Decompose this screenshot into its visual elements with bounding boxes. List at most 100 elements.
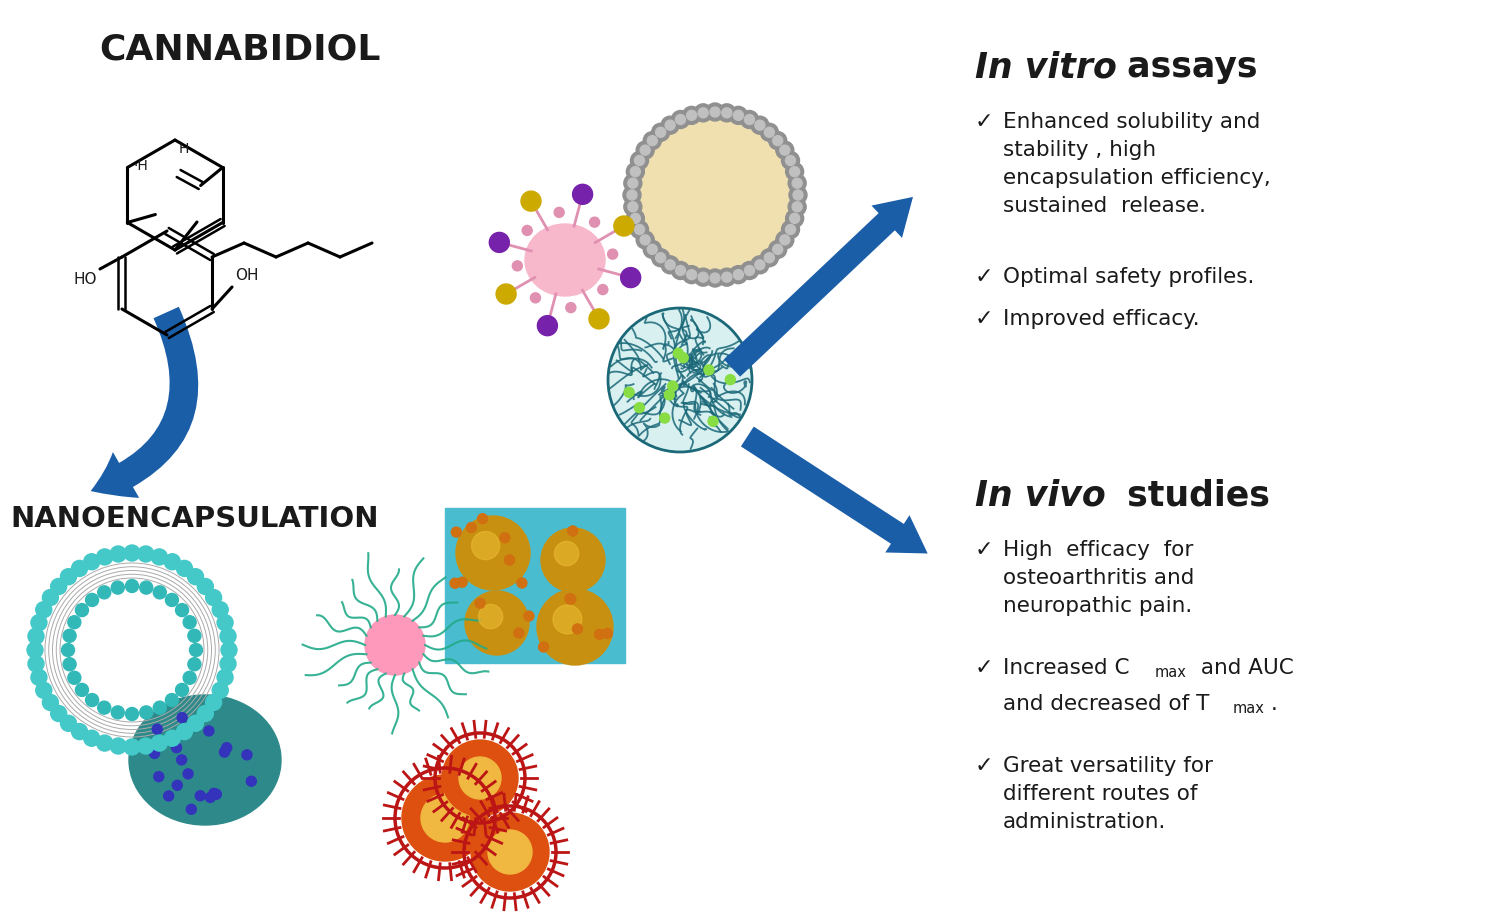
Circle shape xyxy=(661,116,679,135)
Circle shape xyxy=(626,210,644,228)
Circle shape xyxy=(624,174,642,192)
Circle shape xyxy=(686,270,697,280)
Circle shape xyxy=(176,713,187,723)
Circle shape xyxy=(97,735,113,751)
Circle shape xyxy=(110,546,127,562)
Circle shape xyxy=(86,594,98,607)
Circle shape xyxy=(62,643,74,656)
Circle shape xyxy=(627,190,636,200)
Circle shape xyxy=(718,103,736,122)
Text: and AUC: and AUC xyxy=(1194,658,1294,678)
Circle shape xyxy=(553,208,564,218)
Circle shape xyxy=(505,555,514,565)
Circle shape xyxy=(541,528,605,592)
Text: max: max xyxy=(1155,665,1187,680)
Circle shape xyxy=(68,616,81,629)
Circle shape xyxy=(683,265,701,284)
Circle shape xyxy=(112,705,124,719)
Circle shape xyxy=(769,132,787,150)
Circle shape xyxy=(84,730,100,747)
Circle shape xyxy=(706,269,724,287)
Circle shape xyxy=(151,735,167,751)
Circle shape xyxy=(710,107,719,117)
Circle shape xyxy=(151,549,167,565)
Circle shape xyxy=(523,611,534,621)
Circle shape xyxy=(140,705,152,719)
Circle shape xyxy=(623,186,641,204)
Circle shape xyxy=(149,748,160,759)
Circle shape xyxy=(614,216,633,236)
Circle shape xyxy=(780,235,790,245)
Circle shape xyxy=(636,141,654,159)
Circle shape xyxy=(154,701,166,715)
Circle shape xyxy=(166,594,178,607)
Circle shape xyxy=(140,581,152,594)
Circle shape xyxy=(220,656,237,672)
Circle shape xyxy=(188,630,201,642)
Circle shape xyxy=(651,124,670,141)
Circle shape xyxy=(751,256,769,274)
Circle shape xyxy=(164,791,173,801)
Circle shape xyxy=(793,190,802,200)
Circle shape xyxy=(772,244,783,254)
Circle shape xyxy=(205,694,222,710)
Text: ✓: ✓ xyxy=(976,112,994,132)
Circle shape xyxy=(722,272,731,282)
Text: studies: studies xyxy=(1114,478,1270,512)
Circle shape xyxy=(679,353,688,362)
Circle shape xyxy=(765,127,774,137)
Circle shape xyxy=(760,124,778,141)
Circle shape xyxy=(694,268,712,286)
Circle shape xyxy=(608,249,618,259)
Circle shape xyxy=(125,707,139,720)
Circle shape xyxy=(780,145,790,156)
Text: Improved efficacy.: Improved efficacy. xyxy=(1003,309,1200,329)
Text: ·H: ·H xyxy=(133,158,148,173)
Text: H: H xyxy=(179,142,190,156)
Circle shape xyxy=(86,694,98,706)
Text: Great versatility for
different routes of
administration.: Great versatility for different routes o… xyxy=(1003,756,1212,832)
Circle shape xyxy=(470,813,549,891)
Circle shape xyxy=(674,349,683,359)
Circle shape xyxy=(42,589,59,606)
Circle shape xyxy=(98,701,110,715)
Circle shape xyxy=(198,578,213,595)
Circle shape xyxy=(706,103,724,121)
Circle shape xyxy=(627,178,638,188)
Circle shape xyxy=(36,683,51,698)
Circle shape xyxy=(710,273,719,283)
Circle shape xyxy=(478,605,502,629)
Text: assays: assays xyxy=(1114,50,1258,84)
Ellipse shape xyxy=(130,695,280,825)
Circle shape xyxy=(449,578,460,588)
FancyBboxPatch shape xyxy=(445,508,624,663)
Circle shape xyxy=(182,769,193,779)
Circle shape xyxy=(573,184,593,204)
Circle shape xyxy=(176,560,193,576)
Circle shape xyxy=(455,516,529,590)
Circle shape xyxy=(172,743,181,753)
Circle shape xyxy=(566,594,576,604)
Circle shape xyxy=(172,780,182,791)
Circle shape xyxy=(730,106,748,124)
Circle shape xyxy=(781,221,799,239)
Circle shape xyxy=(489,830,532,874)
Circle shape xyxy=(665,390,674,400)
Circle shape xyxy=(775,231,793,249)
Circle shape xyxy=(772,135,783,145)
Circle shape xyxy=(659,413,670,423)
Circle shape xyxy=(792,178,802,188)
Circle shape xyxy=(661,256,679,274)
Circle shape xyxy=(472,532,499,560)
Circle shape xyxy=(458,757,501,799)
Circle shape xyxy=(176,724,193,739)
Circle shape xyxy=(698,108,709,118)
Text: max: max xyxy=(1234,701,1265,716)
Circle shape xyxy=(676,114,686,124)
Circle shape xyxy=(205,792,216,802)
FancyArrowPatch shape xyxy=(90,307,198,498)
Text: In vitro: In vitro xyxy=(976,50,1117,84)
Circle shape xyxy=(665,120,676,130)
Circle shape xyxy=(211,790,222,799)
Circle shape xyxy=(205,589,222,606)
